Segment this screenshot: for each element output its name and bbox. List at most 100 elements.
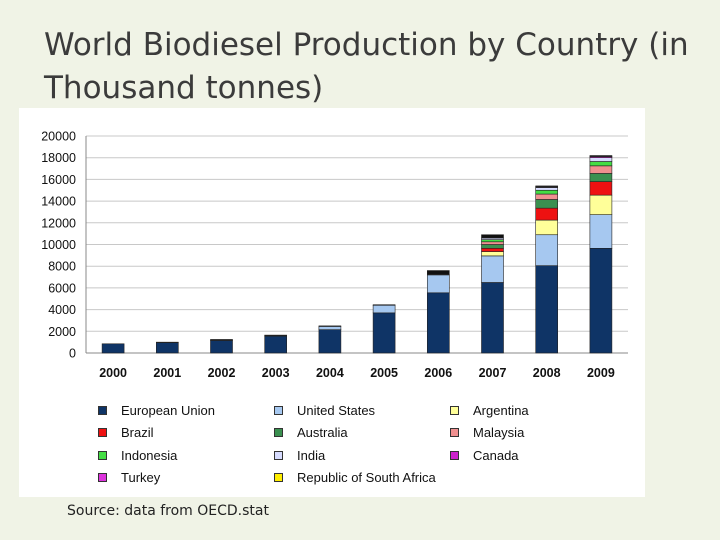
- bar-segment-other: [156, 341, 179, 343]
- legend-label: Canada: [473, 447, 519, 463]
- bar-segment-united-states: [426, 274, 450, 294]
- legend-label: India: [297, 447, 326, 463]
- bar-segment-malaysia: [535, 193, 559, 200]
- bar-segment-european-union: [318, 329, 342, 354]
- bar-segment-european-union: [156, 342, 179, 354]
- legend-item: Malaysia: [450, 425, 524, 441]
- bar-segment-indonesia: [535, 189, 559, 195]
- bar-segment-european-union: [589, 247, 613, 354]
- y-tick-label: 16000: [41, 173, 76, 187]
- legend-swatch: [98, 473, 107, 482]
- y-tick-label: 6000: [48, 281, 76, 295]
- bar-segment-other: [535, 185, 559, 187]
- legend-swatch: [98, 405, 107, 415]
- bar-segment-india: [535, 187, 559, 191]
- legend-swatch: [274, 405, 283, 415]
- y-tick-label: 20000: [41, 130, 76, 144]
- legend-item: United States: [274, 402, 375, 418]
- legend-label: United States: [297, 402, 376, 418]
- legend-label: Brazil: [121, 425, 154, 440]
- bar-segment-malaysia: [481, 241, 504, 245]
- legend-item: Republic of South Africa: [274, 470, 436, 486]
- bar-segment-malaysia: [589, 165, 613, 174]
- x-tick-label: 2000: [99, 366, 127, 380]
- bar-segment-european-union: [372, 312, 396, 354]
- legend-label: Indonesia: [121, 447, 178, 463]
- x-tick-label: 2002: [208, 366, 236, 380]
- x-tick-label: 2004: [316, 366, 344, 380]
- x-tick-label: 2001: [153, 366, 181, 380]
- bar-segment-other: [372, 304, 396, 306]
- bar-segment-brazil: [589, 181, 613, 196]
- x-tick-label: 2008: [533, 366, 561, 380]
- x-tick-label: 2003: [262, 366, 290, 380]
- bar-segment-other: [589, 155, 613, 157]
- bar-segment-united-states: [318, 326, 342, 330]
- legend-item: Australia: [274, 425, 348, 441]
- bar-segment-brazil: [481, 247, 504, 252]
- bar-segment-brazil: [535, 207, 559, 221]
- legend-swatch: [450, 450, 459, 460]
- bar-segment-united-states: [535, 234, 559, 266]
- bar-segment-united-states: [372, 304, 396, 314]
- y-tick-label: 14000: [41, 195, 76, 209]
- legend-item: Indonesia: [98, 447, 177, 463]
- bar-segment-indonesia: [481, 239, 504, 243]
- bar-segment-india: [589, 157, 613, 162]
- legend-swatch: [450, 405, 459, 415]
- legend-item: Brazil: [98, 425, 154, 441]
- y-tick-label: 2000: [48, 325, 76, 339]
- bar-segment-other: [210, 339, 233, 341]
- bar-segment-indonesia: [589, 161, 613, 167]
- bar-segment-european-union: [264, 335, 287, 354]
- legend-label: Argentina: [473, 402, 529, 418]
- legend-label: Turkey: [121, 470, 161, 485]
- legend-swatch: [274, 450, 283, 460]
- stacked-bar-chart: 0 2000 4000 6000 8000 10000 12000 14000 16000 180…: [41, 130, 628, 380]
- bar-segment-european-union: [481, 282, 504, 354]
- y-tick-label: 8000: [48, 260, 76, 274]
- legend-label: Australia: [297, 425, 348, 440]
- legend-swatch: [274, 473, 283, 482]
- y-tick-label: 0: [69, 347, 76, 361]
- y-tick-label: 4000: [48, 303, 76, 317]
- legend-label: Republic of South Africa: [297, 470, 436, 485]
- bar-segment-european-union: [101, 343, 125, 354]
- y-tick-label: 10000: [41, 238, 76, 252]
- bar-segment-argentina: [481, 251, 504, 257]
- y-tick-label: 18000: [41, 151, 76, 165]
- bar-segment-european-union: [535, 265, 559, 354]
- legend-item: India: [274, 447, 325, 463]
- legend-item: Canada: [450, 447, 519, 463]
- bar-segment-other: [264, 334, 287, 336]
- x-tick-label: 2007: [479, 366, 507, 380]
- legend-swatch: [450, 428, 459, 437]
- bar-segment-european-union: [210, 340, 233, 354]
- source-note: Source: data from OECD.stat: [67, 503, 269, 519]
- bar-segment-united-states: [481, 255, 504, 283]
- bar-segment-other: [318, 325, 342, 327]
- bar-segment-european-union: [426, 292, 450, 354]
- x-tick-label: 2005: [370, 366, 398, 380]
- legend-swatch: [274, 428, 283, 437]
- legend-item: European Union: [98, 402, 215, 418]
- x-tick-label: 2006: [424, 366, 452, 380]
- bar-segment-australia: [535, 199, 559, 209]
- bar-segment-argentina: [589, 194, 613, 215]
- bar-segment-australia: [481, 244, 504, 249]
- legend-label: Malaysia: [473, 425, 525, 440]
- bar-segment-united-states: [589, 214, 613, 249]
- legend-swatch: [98, 450, 107, 460]
- legend-item: Argentina: [450, 402, 529, 418]
- x-tick-label: 2009: [587, 366, 615, 380]
- legend-label: European Union: [121, 402, 215, 418]
- bar-segment-other: [481, 234, 504, 239]
- bar-segment-other: [426, 270, 450, 275]
- bar-segment-argentina: [535, 219, 559, 236]
- y-tick-label: 12000: [41, 216, 76, 230]
- legend-item: Turkey: [98, 470, 160, 486]
- slide-title: World Biodiesel Production by Country (i…: [44, 27, 689, 106]
- chart-panel: 0 2000 4000 6000 8000 10000 12000 14000 16000 180…: [19, 108, 645, 497]
- bar-segment-australia: [589, 173, 613, 182]
- legend-swatch: [98, 428, 107, 437]
